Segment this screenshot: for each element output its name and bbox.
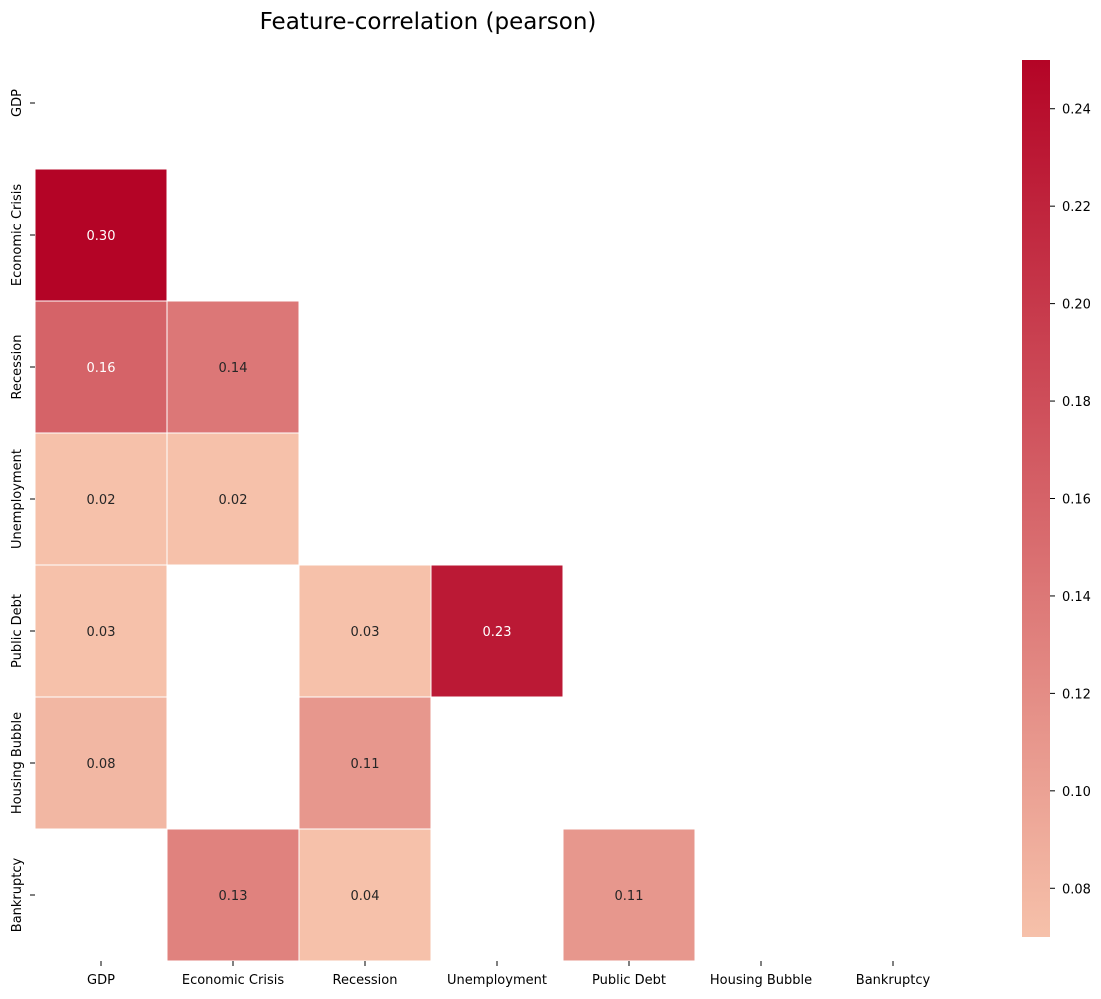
x-tick-label: Bankruptcy: [856, 973, 931, 988]
colorbar: 0.08 0.10 0.12 0.14 0.16 0.18 0.20 0.22 0.24: [1022, 60, 1091, 937]
colorbar-tick-label: 0.24: [1062, 103, 1091, 118]
colorbar-tick-label: 0.14: [1062, 590, 1091, 605]
cell-value-label: 0.30: [87, 229, 116, 244]
y-tick-label: Unemployment: [10, 449, 25, 549]
y-tick-label: GDP: [10, 89, 25, 117]
x-tick-label: Recession: [333, 973, 398, 988]
y-tick-label: Bankruptcy: [10, 857, 25, 932]
cell-value-label: 0.03: [351, 625, 380, 640]
heatmap-cell-unemployment-gdp: [34, 432, 168, 566]
x-tick-label: Housing Bubble: [710, 973, 812, 988]
heatmap-cell-economic-crisis-gdp: [34, 168, 168, 302]
cell-value-label: 0.02: [219, 493, 248, 508]
colorbar-tick-label: 0.08: [1062, 882, 1091, 897]
x-tick-label: Unemployment: [447, 973, 547, 988]
colorbar-gradient: [1022, 60, 1050, 937]
heatmap-cell-recession-gdp: [34, 300, 168, 434]
x-tick-label: Public Debt: [592, 973, 666, 988]
chart-title: Feature-correlation (pearson): [260, 9, 597, 35]
x-axis: GDP Economic Crisis Recession Unemployment P…: [87, 961, 931, 988]
cell-value-label: 0.08: [87, 757, 116, 772]
y-tick-label: Public Debt: [10, 594, 25, 668]
colorbar-tick-label: 0.10: [1062, 785, 1091, 800]
colorbar-tick-label: 0.18: [1062, 395, 1091, 410]
cell-value-label: 0.03: [87, 625, 116, 640]
cell-value-label: 0.04: [351, 889, 380, 904]
cell-value-label: 0.11: [351, 757, 380, 772]
x-tick-label: Economic Crisis: [182, 973, 284, 988]
heatmap-cell-housing-bubble-recession: [298, 696, 432, 830]
heatmap-cell-bankruptcy-public-debt: [562, 828, 696, 962]
heatmap-cell-bankruptcy-recession: [298, 828, 432, 962]
y-tick-label: Recession: [10, 335, 25, 400]
cell-value-label: 0.14: [219, 361, 248, 376]
colorbar-tick-label: 0.16: [1062, 493, 1091, 508]
cell-value-label: 0.16: [87, 361, 116, 376]
heatmap-cell-public-debt-unemployment: [430, 564, 564, 698]
colorbar-tick-label: 0.22: [1062, 200, 1091, 215]
cell-value-label: 0.13: [219, 889, 248, 904]
heatmap-cell-public-debt-gdp: [34, 564, 168, 698]
cell-value-label: 0.23: [483, 625, 512, 640]
heatmap-cells: [34, 168, 696, 962]
heatmap-cell-recession-economic-crisis: [166, 300, 300, 434]
colorbar-tick-label: 0.12: [1062, 687, 1091, 702]
cell-annotations: 0.30 0.16 0.14 0.02 0.02 0.03 0.03 0.23 0.08 0.11…: [87, 229, 644, 904]
cell-value-label: 0.11: [615, 889, 644, 904]
y-axis: GDP Economic Crisis Recession Unemployment P…: [10, 89, 35, 932]
colorbar-tick-label: 0.20: [1062, 298, 1091, 313]
heatmap-cell-unemployment-economic-crisis: [166, 432, 300, 566]
y-tick-label: Economic Crisis: [10, 184, 25, 286]
x-tick-label: GDP: [87, 973, 115, 988]
cell-value-label: 0.02: [87, 493, 116, 508]
y-tick-label: Housing Bubble: [10, 712, 25, 814]
